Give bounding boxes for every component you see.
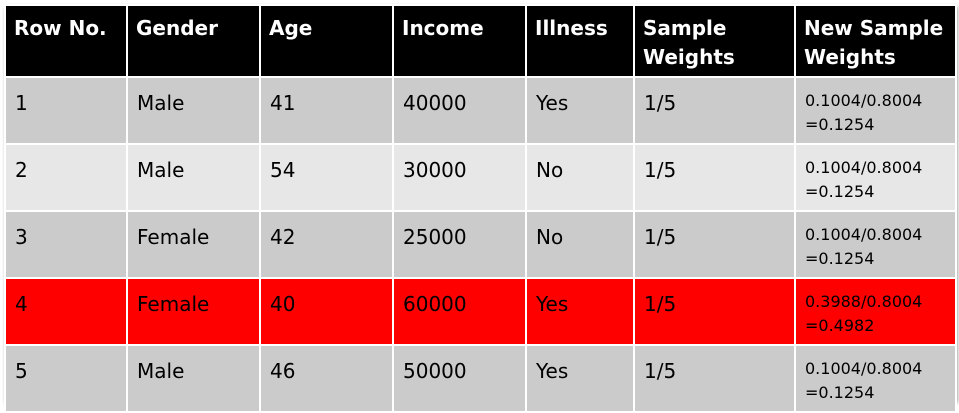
- cell-income: 30000: [392, 143, 527, 212]
- cell-sample-weight: 1/5: [633, 344, 796, 413]
- cell-new-sample-weight: 0.1004/0.8004 =0.1254: [794, 210, 957, 279]
- cell-income: 25000: [392, 210, 527, 279]
- cell-row-no: 3: [4, 210, 128, 279]
- table-row: 5 Male 46 50000 Yes 1/5 0.1004/0.8004 =0.…: [4, 344, 957, 413]
- table-row: 2 Male 54 30000 No 1/5 0.1004/0.8004 =0.1…: [4, 143, 957, 212]
- sample-weights-table: Row No. Gender Age Income Illness Sample…: [4, 4, 957, 413]
- table-row: 3 Female 42 25000 No 1/5 0.1004/0.8004 =0…: [4, 210, 957, 279]
- new-weight-formula: 0.1004/0.8004: [805, 91, 923, 110]
- sample-weights-table-container: Row No. Gender Age Income Illness Sample…: [4, 4, 957, 413]
- cell-income: 50000: [392, 344, 527, 413]
- cell-age: 46: [259, 344, 394, 413]
- cell-sample-weight: 1/5: [633, 210, 796, 279]
- header-age: Age: [259, 4, 394, 78]
- cell-illness: No: [525, 143, 635, 212]
- header-sample-weights: Sample Weights: [633, 4, 796, 78]
- cell-income: 60000: [392, 277, 527, 346]
- cell-new-sample-weight: 0.1004/0.8004 =0.1254: [794, 143, 957, 212]
- cell-illness: No: [525, 210, 635, 279]
- cell-age: 54: [259, 143, 394, 212]
- new-weight-result: =0.1254: [805, 182, 875, 201]
- cell-row-no: 4: [4, 277, 128, 346]
- table-row-highlighted: 4 Female 40 60000 Yes 1/5 0.3988/0.8004 =…: [4, 277, 957, 346]
- new-weight-result: =0.1254: [805, 115, 875, 134]
- new-weight-formula: 0.1004/0.8004: [805, 359, 923, 378]
- header-new-sample-weights: New Sample Weights: [794, 4, 957, 78]
- new-weight-formula: 0.3988/0.8004: [805, 292, 923, 311]
- cell-new-sample-weight: 0.1004/0.8004 =0.1254: [794, 76, 957, 145]
- cell-sample-weight: 1/5: [633, 76, 796, 145]
- cell-age: 42: [259, 210, 394, 279]
- new-weight-result: =0.4982: [805, 316, 875, 335]
- cell-gender: Male: [126, 76, 261, 145]
- cell-gender: Female: [126, 210, 261, 279]
- header-row-no: Row No.: [4, 4, 128, 78]
- cell-age: 40: [259, 277, 394, 346]
- cell-sample-weight: 1/5: [633, 277, 796, 346]
- cell-income: 40000: [392, 76, 527, 145]
- cell-new-sample-weight: 0.1004/0.8004 =0.1254: [794, 344, 957, 413]
- cell-illness: Yes: [525, 344, 635, 413]
- header-row: Row No. Gender Age Income Illness Sample…: [4, 4, 957, 78]
- cell-gender: Male: [126, 143, 261, 212]
- cell-sample-weight: 1/5: [633, 143, 796, 212]
- new-weight-formula: 0.1004/0.8004: [805, 158, 923, 177]
- cell-gender: Female: [126, 277, 261, 346]
- table-row: 1 Male 41 40000 Yes 1/5 0.1004/0.8004 =0.…: [4, 76, 957, 145]
- cell-illness: Yes: [525, 76, 635, 145]
- cell-row-no: 2: [4, 143, 128, 212]
- cell-illness: Yes: [525, 277, 635, 346]
- header-gender: Gender: [126, 4, 261, 78]
- cell-row-no: 1: [4, 76, 128, 145]
- new-weight-result: =0.1254: [805, 383, 875, 402]
- cell-new-sample-weight: 0.3988/0.8004 =0.4982: [794, 277, 957, 346]
- new-weight-formula: 0.1004/0.8004: [805, 225, 923, 244]
- new-weight-result: =0.1254: [805, 249, 875, 268]
- cell-row-no: 5: [4, 344, 128, 413]
- cell-age: 41: [259, 76, 394, 145]
- cell-gender: Male: [126, 344, 261, 413]
- header-income: Income: [392, 4, 527, 78]
- header-illness: Illness: [525, 4, 635, 78]
